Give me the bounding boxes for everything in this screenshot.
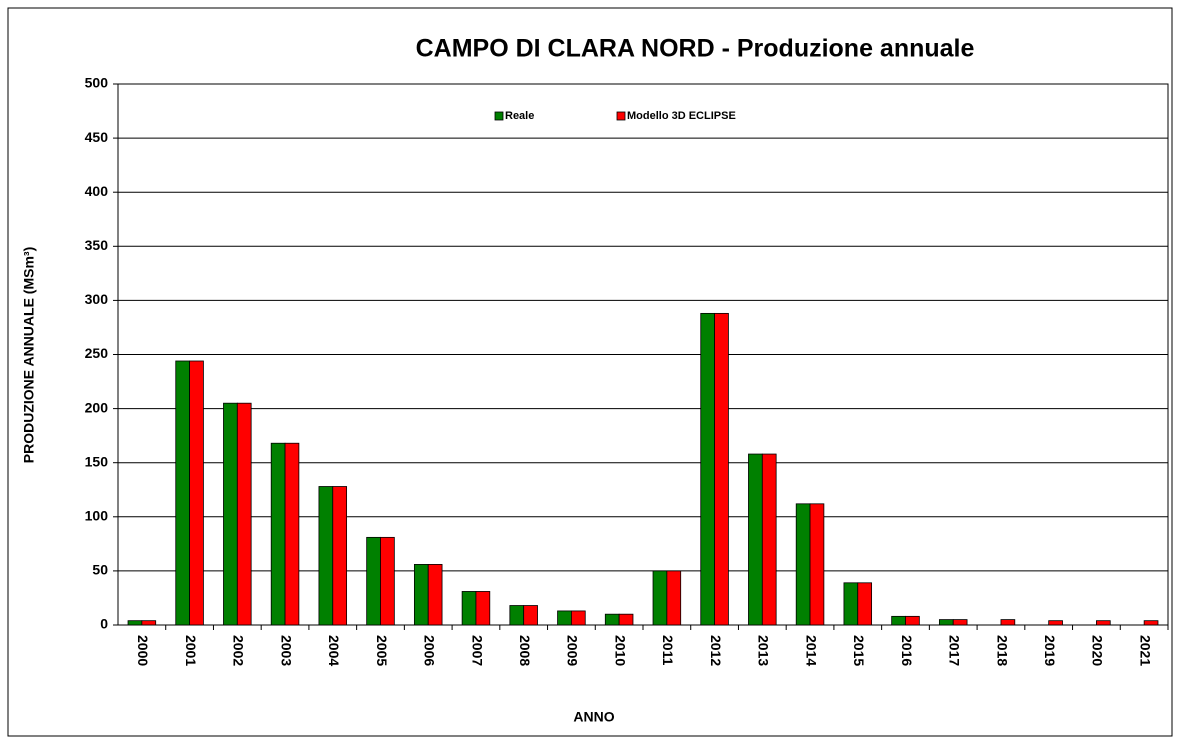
bar (427, 564, 443, 626)
legend-label: Reale (505, 110, 534, 122)
legend-swatch (616, 111, 626, 121)
bar (380, 536, 395, 626)
bar (236, 402, 252, 626)
x-tick-label: 2014 (803, 635, 819, 666)
bar (905, 615, 920, 626)
x-tick-label: 2006 (422, 635, 438, 666)
x-tick-label: 2003 (278, 635, 294, 666)
x-tick-label: 2009 (565, 635, 581, 666)
x-tick-label: 2017 (947, 635, 963, 666)
x-tick-label: 2005 (374, 635, 390, 666)
bar (175, 360, 190, 626)
x-tick-label: 2020 (1090, 635, 1106, 666)
x-tick-label: 2008 (517, 635, 533, 666)
bar (141, 620, 157, 626)
bar (748, 453, 763, 626)
bar (509, 605, 525, 626)
bar (318, 486, 334, 626)
y-tick-label: 150 (85, 453, 109, 469)
y-tick-label: 300 (85, 291, 109, 307)
bar (952, 619, 968, 626)
y-tick-label: 400 (85, 183, 109, 199)
chart-title: CAMPO DI CLARA NORD - Produzione annuale (416, 35, 975, 63)
bar (714, 312, 729, 626)
bar (1000, 619, 1016, 626)
bar (604, 613, 620, 626)
bar (557, 610, 572, 626)
x-tick-label: 2004 (326, 635, 342, 666)
x-tick-label: 2016 (899, 635, 915, 666)
legend-label: Modello 3D ECLIPSE (627, 110, 736, 122)
bar (523, 605, 538, 626)
bar (284, 442, 300, 626)
bar (652, 570, 668, 626)
x-tick-label: 2002 (231, 635, 247, 666)
bar (857, 582, 873, 626)
y-tick-label: 450 (85, 129, 109, 145)
y-tick-label: 50 (92, 562, 108, 578)
y-axis-label: PRODUZIONE ANNUALE (MSm³) (21, 247, 37, 463)
x-tick-label: 2021 (1137, 635, 1153, 666)
legend-swatch (494, 111, 504, 121)
x-tick-label: 2001 (183, 635, 199, 666)
bar (270, 442, 286, 626)
x-tick-label: 2000 (135, 635, 151, 666)
y-tick-label: 350 (85, 237, 109, 253)
x-tick-label: 2010 (612, 635, 628, 666)
y-tick-label: 0 (100, 616, 108, 632)
x-tick-label: 2019 (1042, 635, 1058, 666)
bar (795, 503, 811, 626)
bar (700, 312, 715, 626)
bar (461, 591, 477, 626)
y-tick-label: 100 (85, 508, 109, 524)
bar (666, 570, 682, 626)
bar (809, 503, 825, 626)
bar (618, 613, 634, 626)
bar (475, 591, 491, 626)
bar (571, 610, 586, 626)
x-tick-label: 2015 (851, 635, 867, 666)
bar (843, 582, 859, 626)
bar (332, 486, 348, 626)
bar (891, 615, 906, 626)
bar (1096, 620, 1111, 626)
bar (1048, 620, 1063, 626)
x-tick-label: 2011 (660, 635, 676, 666)
x-axis-label: ANNO (573, 709, 614, 725)
y-tick-label: 500 (85, 75, 109, 91)
bar (413, 564, 429, 626)
bar (761, 453, 777, 626)
y-tick-label: 250 (85, 345, 109, 361)
bar (1143, 620, 1159, 626)
x-tick-label: 2013 (756, 635, 772, 666)
y-tick-label: 200 (85, 399, 109, 415)
bar (127, 620, 143, 626)
x-tick-label: 2018 (994, 635, 1010, 666)
bar (938, 619, 954, 626)
bar (189, 360, 204, 626)
bar (223, 402, 238, 626)
x-tick-label: 2007 (469, 635, 485, 666)
x-tick-label: 2012 (708, 635, 724, 666)
bar (366, 536, 381, 626)
